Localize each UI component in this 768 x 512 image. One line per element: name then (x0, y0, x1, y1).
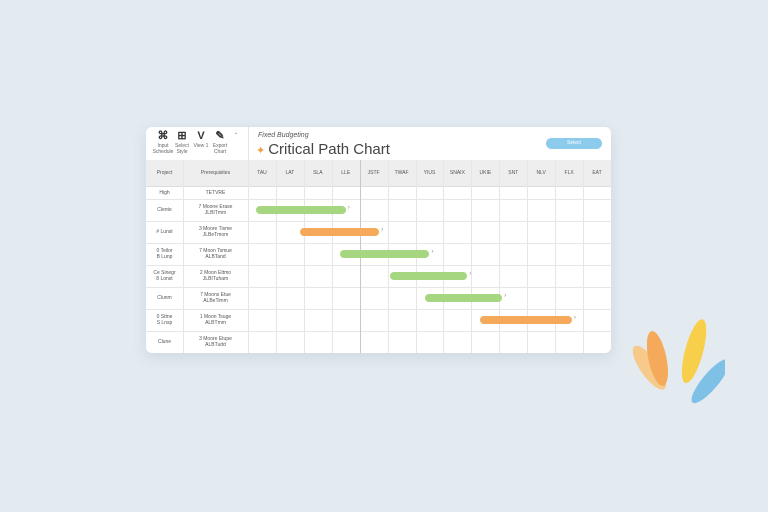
timeline-header: JSTF (367, 170, 380, 176)
tool-button-0[interactable]: ⌘ Input Schedule (152, 130, 174, 155)
column-divider (499, 160, 501, 353)
title-text: Critical Path Chart (268, 141, 390, 158)
select-button[interactable]: Select (546, 138, 602, 149)
column-divider (443, 160, 445, 353)
critical-path-card: ⌘ Input Schedule ⊞ Select Style V View 1 ✎ Expo… (146, 127, 611, 353)
timeline-header: SNAIX (449, 170, 465, 176)
column-header-project: Project (156, 170, 173, 176)
timeline-header: YIUS (423, 170, 436, 176)
tool-label: Select Style (175, 143, 189, 155)
dependency-arrow-icon: › (573, 315, 576, 321)
row-divider (146, 331, 611, 332)
timeline-header: SNT (508, 170, 519, 176)
row-divider (146, 265, 611, 266)
column-divider (331, 160, 333, 353)
edit-icon: ✎ (215, 130, 225, 142)
column-header-prerequisites: Prerequisites (200, 170, 231, 176)
row-name: 0 Sttne S Lnsp (156, 314, 173, 326)
row-name: Clunm (157, 295, 172, 301)
column-divider (471, 160, 473, 353)
timeline-header: UKIE (479, 170, 492, 176)
row-detail: TETVRE (205, 189, 226, 196)
timeline-header: LLE (341, 170, 351, 176)
row-detail: 7 Moon Tsmue ALBTand (199, 248, 232, 260)
task-bar[interactable] (299, 228, 380, 236)
row-divider (146, 309, 611, 310)
timeline-header: LAT (285, 170, 295, 176)
row-divider (146, 199, 611, 200)
gantt-grid: Project Prerequisites TAU LAT SLA LLE JSTF TWAF… (146, 160, 611, 353)
dependency-arrow-icon: › (504, 293, 507, 299)
table-header (146, 160, 611, 187)
tool-button-3[interactable]: ✎ Export Chart (209, 130, 231, 155)
row-name: High (159, 189, 170, 196)
task-bar[interactable] (479, 316, 572, 324)
row-detail: 3 Moore Etupe ALBTudd (199, 336, 232, 348)
column-divider (275, 160, 277, 353)
timeline-header: EAT (592, 170, 602, 176)
row-name: Ce Sinegr 8 Lonst (153, 270, 176, 282)
timeline-header: NLV (536, 170, 546, 176)
grid-icon: ⌘ (157, 130, 169, 142)
timeline-header: FLX (564, 170, 574, 176)
row-divider (146, 287, 611, 288)
page-title: ✦ Critical Path Chart (256, 141, 390, 158)
timeline-header: TWAF (394, 170, 409, 176)
row-detail: 7 Moons Etue ALBeTimm (200, 292, 231, 304)
row-name: Clente (157, 207, 172, 213)
check-icon: V (197, 130, 205, 142)
row-name: Clune (157, 339, 172, 345)
row-detail: 1 Moon Tsuge ALBTmm (199, 314, 232, 326)
column-divider (303, 160, 305, 353)
timeline-header: SLA (313, 170, 323, 176)
row-divider (146, 243, 611, 244)
tool-button-1[interactable]: ⊞ Select Style (171, 130, 193, 155)
decorative-petals (632, 319, 725, 404)
row-detail: 3 Moore Tisme JLBeTmom (198, 226, 233, 238)
row-divider (146, 221, 611, 222)
dependency-arrow-icon: › (469, 271, 472, 277)
row-detail: 2 Moon Ettmo JLBITuham (199, 270, 232, 282)
subtitle: Fixed Budgeting (258, 132, 309, 139)
column-divider (583, 160, 585, 353)
task-bar[interactable] (390, 272, 468, 280)
tool-label: Input Schedule (152, 143, 174, 155)
task-bar[interactable] (256, 206, 346, 214)
row-name: 0 Teilor B Lunp (156, 248, 173, 260)
more-tools-button[interactable]: ⌄ (233, 130, 239, 136)
dependency-arrow-icon: › (381, 227, 384, 233)
tool-button-2[interactable]: V View 1 (190, 130, 212, 149)
timeline-header: TAU (257, 170, 267, 176)
task-bar[interactable] (340, 250, 430, 258)
dependency-arrow-icon: › (347, 205, 350, 211)
column-divider (183, 160, 184, 353)
column-divider (248, 160, 249, 353)
column-divider (527, 160, 529, 353)
sparkle-icon: ✦ (256, 145, 266, 157)
row-name: # Lunst (156, 229, 173, 235)
task-bar[interactable] (425, 294, 503, 302)
row-detail: 7 Moone Erase JLBITmm (198, 204, 233, 216)
toolbar: ⌘ Input Schedule ⊞ Select Style V View 1 ✎ Expo… (146, 127, 249, 160)
tool-label: Export Chart (212, 143, 228, 155)
column-divider (555, 160, 557, 353)
tool-label: View 1 (193, 143, 209, 149)
dependency-arrow-icon: › (431, 249, 434, 255)
chart-icon: ⊞ (177, 130, 187, 142)
